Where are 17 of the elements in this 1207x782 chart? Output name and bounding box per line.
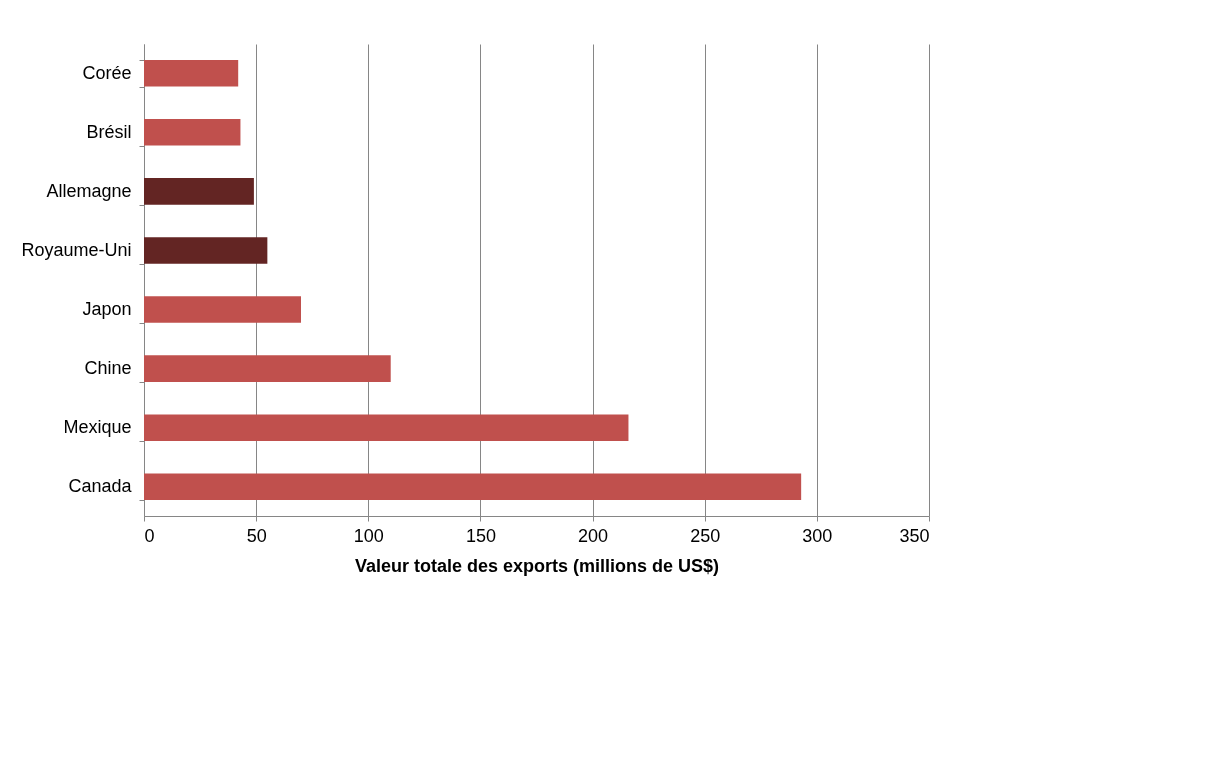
y-tick-label: Chine bbox=[84, 358, 132, 379]
x-tick-label: 100 bbox=[353, 525, 384, 546]
x-axis-title: Valeur totale des exports (millions de US$) bbox=[354, 555, 720, 576]
x-tick-label: 50 bbox=[246, 525, 267, 546]
y-tick-label: Allemagne bbox=[46, 180, 132, 201]
y-tick-label: Brésil bbox=[86, 121, 132, 142]
y-tick-label: Corée bbox=[82, 62, 132, 83]
x-tick-label: 0 bbox=[144, 525, 155, 546]
y-tick-label: Japon bbox=[82, 299, 132, 320]
x-tick-label: 150 bbox=[465, 525, 496, 546]
x-tick-label: 200 bbox=[578, 525, 609, 546]
y-tick-label: Royaume-Uni bbox=[21, 239, 132, 260]
y-tick-label: Mexique bbox=[63, 417, 132, 438]
y-tick-label: Canada bbox=[68, 476, 133, 497]
x-tick-label: 250 bbox=[690, 525, 721, 546]
x-tick-label: 350 bbox=[899, 525, 930, 546]
x-tick-label: 300 bbox=[802, 525, 833, 546]
